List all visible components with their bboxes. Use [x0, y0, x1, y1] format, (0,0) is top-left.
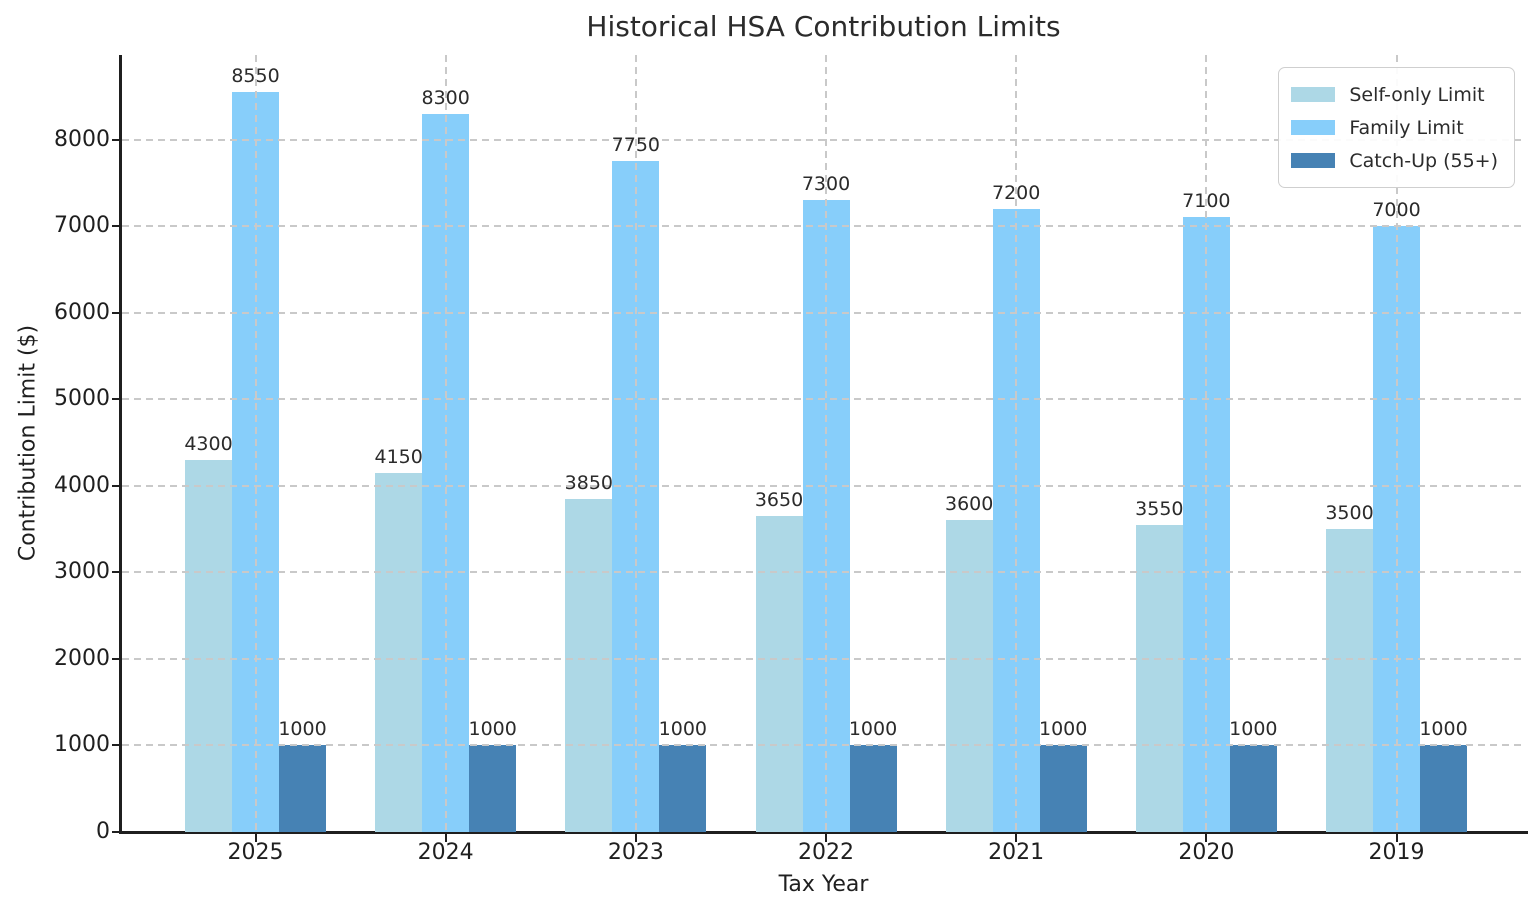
y-tick-mark	[112, 138, 120, 141]
bar-value-label: 7750	[611, 134, 661, 157]
legend-item: Family Limit	[1291, 111, 1498, 144]
bar-self-only-limit	[375, 472, 423, 832]
bar-value-label: 1000	[468, 718, 517, 741]
y-tick-mark	[112, 225, 120, 228]
bar-self-only-limit	[185, 459, 232, 832]
bar-catch-up-55-	[1039, 745, 1087, 832]
bar-self-only-limit	[1135, 524, 1183, 832]
y-tick-label: 5000	[54, 386, 110, 412]
y-tick-label: 8000	[54, 126, 110, 152]
bar-self-only-limit	[1326, 529, 1373, 832]
y-tick-mark	[112, 744, 120, 747]
x-tick-mark	[634, 834, 637, 842]
bar-self-only-limit	[755, 516, 803, 832]
legend-item: Self-only Limit	[1291, 78, 1498, 111]
legend-item: Catch-Up (55+)	[1291, 144, 1498, 177]
x-tick-label: 2025	[227, 840, 284, 865]
legend-swatch	[1291, 153, 1336, 168]
bar-value-label: 7000	[1372, 199, 1421, 222]
bar-value-label: 4150	[374, 445, 423, 468]
y-tick-mark	[112, 311, 120, 314]
x-axis-spine	[119, 831, 1528, 834]
x-tick-mark	[825, 834, 827, 842]
y-axis-label: Contribution Limit ($)	[15, 324, 41, 562]
y-tick-mark	[112, 398, 120, 401]
bar-value-label: 1000	[1229, 718, 1278, 741]
x-tick-mark	[254, 834, 257, 842]
x-axis-label: Tax Year	[778, 872, 869, 897]
bar-value-label: 3500	[1325, 502, 1374, 525]
x-tick-label: 2020	[1178, 840, 1235, 865]
chart-title: Historical HSA Contribution Limits	[586, 10, 1061, 43]
legend: Self-only Limit Family Limit Catch-Up (55+…	[1278, 67, 1515, 188]
bar-catch-up-55-	[659, 745, 707, 832]
x-tick-mark	[1395, 834, 1398, 842]
bar-value-label: 3850	[564, 471, 614, 494]
y-tick-label: 3000	[54, 559, 110, 585]
y-tick-label: 6000	[54, 299, 110, 325]
legend-label: Catch-Up (55+)	[1349, 149, 1498, 172]
legend-swatch	[1291, 120, 1336, 135]
y-tick-mark	[112, 657, 120, 660]
bar-value-label: 7300	[801, 173, 851, 196]
x-tick-label: 2021	[988, 840, 1045, 865]
y-tick-mark	[112, 831, 120, 833]
bar-value-label: 4300	[184, 432, 233, 455]
bar-value-label: 1000	[278, 718, 327, 741]
bar-value-label: 1000	[1419, 718, 1468, 741]
bar-value-label: 7200	[991, 181, 1041, 204]
x-tick-label: 2022	[798, 840, 854, 865]
bar-value-label: 1000	[1038, 718, 1088, 741]
bar-value-label: 3650	[754, 489, 804, 512]
bar-catch-up-55-	[1420, 745, 1467, 832]
x-tick-label: 2019	[1368, 840, 1425, 865]
legend-swatch	[1291, 87, 1336, 102]
bar-value-label: 8300	[421, 86, 470, 109]
y-tick-label: 7000	[54, 213, 110, 239]
y-tick-label: 1000	[54, 732, 110, 758]
bar-catch-up-55-	[1229, 745, 1277, 832]
y-axis-spine	[119, 55, 122, 834]
bar-value-label: 1000	[848, 718, 898, 741]
x-tick-mark	[444, 834, 447, 842]
legend-label: Family Limit	[1349, 116, 1464, 139]
x-tick-mark	[1015, 834, 1018, 842]
bar-value-label: 1000	[658, 718, 708, 741]
bar-value-label: 3550	[1135, 497, 1184, 520]
y-tick-label: 0	[96, 819, 110, 844]
y-tick-label: 2000	[54, 645, 110, 671]
bar-self-only-limit	[565, 498, 613, 832]
bar-catch-up-55-	[849, 745, 897, 832]
bar-catch-up-55-	[469, 745, 517, 832]
y-tick-mark	[112, 484, 120, 487]
x-tick-mark	[1205, 834, 1208, 842]
y-tick-label: 4000	[54, 472, 110, 498]
legend-label: Self-only Limit	[1349, 83, 1485, 106]
x-tick-label: 2023	[607, 840, 664, 865]
x-tick-label: 2024	[417, 840, 474, 865]
bar-value-label: 3600	[944, 493, 994, 516]
bar-value-label: 8550	[231, 64, 280, 87]
bar-value-label: 7100	[1182, 190, 1231, 213]
bar-catch-up-55-	[279, 745, 326, 832]
y-tick-mark	[112, 571, 120, 574]
plot-area: 4300 8550 1000 4150 8300 1000 3850 7750 1000 3650…	[122, 55, 1525, 832]
